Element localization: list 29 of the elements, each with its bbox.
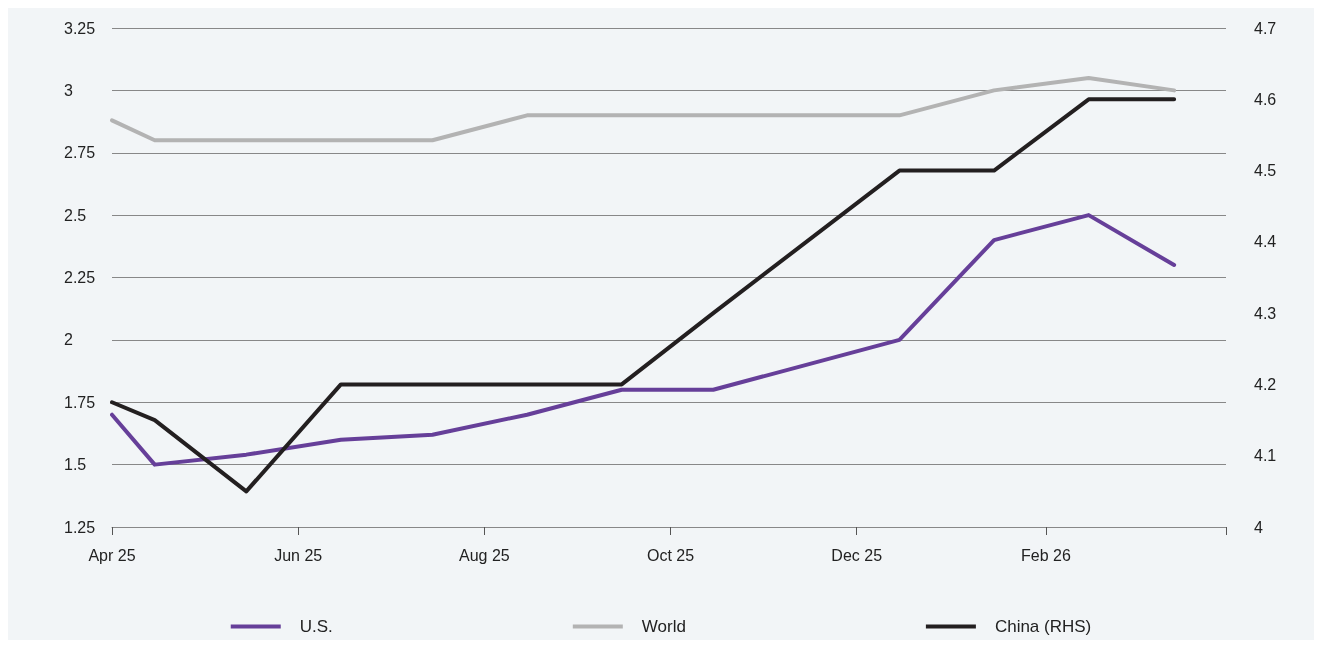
y-tick-label: 2 — [64, 331, 73, 349]
y2-tick-label: 4.1 — [1254, 447, 1277, 465]
y-tick-label: 2.75 — [64, 144, 96, 162]
x-tick-label: Jun 25 — [274, 546, 323, 564]
legend-label: World — [641, 617, 686, 636]
x-tick-label: Dec 25 — [831, 546, 883, 564]
y2-tick-label: 4.7 — [1254, 19, 1277, 37]
y-tick-label: 3 — [64, 81, 73, 99]
y-tick-label: 1.25 — [64, 518, 96, 536]
y2-tick-label: 4 — [1254, 518, 1263, 536]
legend-label: China (RHS) — [994, 617, 1092, 636]
y2-tick-label: 4.5 — [1254, 162, 1277, 180]
line-series — [110, 75, 1177, 143]
y2-tick-label: 4.3 — [1254, 304, 1277, 322]
legend-label: U.S. — [299, 617, 333, 636]
y-tick-label: 3.25 — [64, 19, 96, 37]
y-tick-label: 2.5 — [64, 206, 87, 224]
line-series — [110, 213, 1177, 467]
x-tick-label: Apr 25 — [88, 546, 136, 564]
x-tick-label: Oct 25 — [646, 546, 695, 564]
y2-tick-label: 4.6 — [1254, 90, 1277, 108]
line-series — [110, 97, 1177, 494]
y-tick-label: 2.25 — [64, 269, 96, 286]
x-tick-label: Feb 26 — [1021, 546, 1071, 564]
y2-tick-label: 4.2 — [1254, 375, 1277, 393]
y2-tick-label: 4.4 — [1254, 233, 1277, 251]
y-tick-label: 1.5 — [64, 456, 87, 474]
y-tick-label: 1.75 — [64, 393, 96, 411]
x-tick-label: Aug 25 — [458, 546, 510, 564]
